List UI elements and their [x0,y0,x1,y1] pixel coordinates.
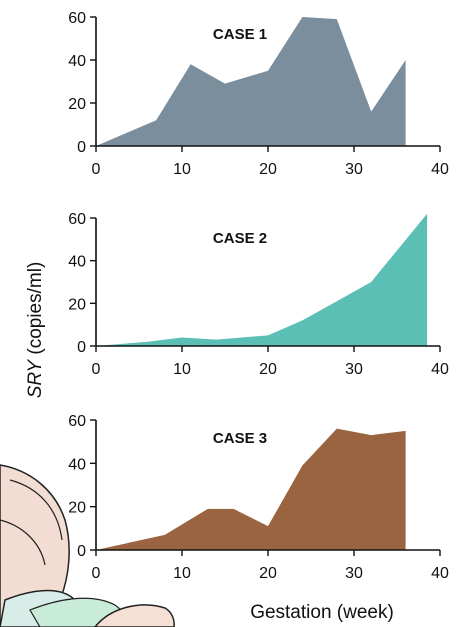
case-2-x-tick-label-0: 0 [92,361,101,378]
case-3-x-tick-label-0: 0 [92,565,101,582]
case-3-area [96,428,406,550]
case-1-x-tick-label-40: 40 [431,161,449,178]
case-3-label: CASE 3 [213,430,267,447]
case-2-label: CASE 2 [213,230,267,247]
y-axis-title: SRY (copies/ml) [25,262,46,399]
case-1-area [96,17,406,146]
case-1-y-tick-label-60: 60 [68,10,86,27]
case-1-panel: 0 20 40 60 0 10 20 30 40 CASE 1 [68,10,449,178]
case-3-panel: 0 20 40 60 0 10 20 30 40 CASE 3 [68,413,449,582]
case-1-y-tick-label-0: 0 [77,139,86,156]
case-2-panel: 0 20 40 60 0 10 20 30 40 CASE 2 [68,211,449,378]
case-1-x-tick-label-20: 20 [259,161,277,178]
case-3-x-tick-label-10: 10 [173,565,191,582]
case-3-y-tick-label-60: 60 [68,413,86,430]
y-axis-title-rest: (copies/ml) [25,262,46,360]
case-1-x-tick-label-0: 0 [92,161,101,178]
case-2-y-tick-label-0: 0 [77,339,86,356]
case-3-y-tick-label-0: 0 [77,543,86,560]
case-2-area [96,213,428,346]
case-2-x-tick-label-20: 20 [259,361,277,378]
background-illustration [0,464,175,627]
case-1-x-tick-label-30: 30 [345,161,363,178]
case-3-x-tick-label-40: 40 [431,565,449,582]
case-3-y-tick-label-20: 20 [68,500,86,517]
case-3-x-tick-label-20: 20 [259,565,277,582]
x-axis-title: Gestation (week) [250,602,394,623]
case-2-x-tick-label-10: 10 [173,361,191,378]
case-1-y-tick-label-20: 20 [68,96,86,113]
case-3-x-tick-label-30: 30 [345,565,363,582]
case-1-x-tick-label-10: 10 [173,161,191,178]
y-axis-title-italic: SRY [25,359,46,399]
case-1-label: CASE 1 [213,26,267,43]
case-2-y-tick-label-60: 60 [68,211,86,228]
case-2-y-tick-label-20: 20 [68,296,86,313]
case-2-x-tick-label-30: 30 [345,361,363,378]
case-2-x-tick-label-40: 40 [431,361,449,378]
case-2-y-tick-label-40: 40 [68,254,86,271]
case-3-y-tick-label-40: 40 [68,456,86,473]
case-1-y-tick-label-40: 40 [68,53,86,70]
